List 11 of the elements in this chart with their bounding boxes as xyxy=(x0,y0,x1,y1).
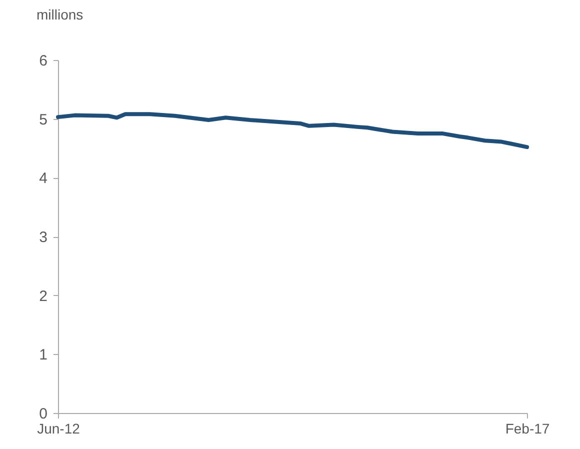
y-tick-label: 6 xyxy=(39,52,48,70)
y-tick-label: 2 xyxy=(39,288,48,305)
y-axis-title: millions xyxy=(36,6,84,22)
x-tick-label: Feb-17 xyxy=(505,420,550,436)
line-series xyxy=(56,112,529,150)
y-tick-label: 4 xyxy=(39,170,48,188)
y-tick-label: 0 xyxy=(39,406,48,422)
y-tick-label: 1 xyxy=(39,346,48,364)
y-tick-label: 3 xyxy=(39,229,48,246)
x-tick-label: Jun-12 xyxy=(37,420,80,436)
y-tick-label: 5 xyxy=(39,111,48,128)
